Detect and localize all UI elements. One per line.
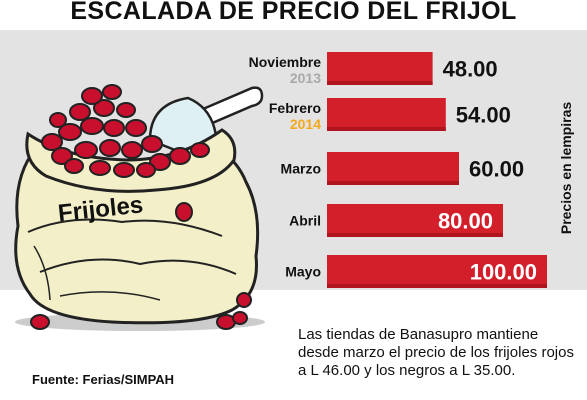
bar-shadow [327,233,503,237]
value-label: 48.00 [443,57,498,82]
source-credit: Fuente: Ferias/SIMPAH [32,372,175,387]
category-label: Marzo [281,161,321,177]
category-label: Mayo [285,264,321,280]
category-label: Noviembre [249,54,322,70]
bar-shadow [327,181,459,185]
bar-noviembre [327,52,433,85]
bar-mayo [327,255,547,288]
bar-abril [327,204,503,237]
year-label: 2014 [290,116,321,132]
y-axis-label: Precios en lempiras [558,101,574,235]
bean-icon [30,292,252,330]
year-label: 2013 [290,70,321,86]
bar-shadow [327,81,433,85]
price-note: Las tiendas de Banasupro mantiene desde … [298,326,574,379]
bar-shadow [327,284,547,288]
bar-marzo [327,152,459,185]
value-label: 60.00 [469,157,524,182]
category-label: Abril [289,213,321,229]
value-label: 80.00 [438,209,493,234]
chart-title: ESCALADA DE PRECIO DEL FRIJOL [70,0,517,25]
category-label: Febrero [269,100,321,116]
value-label: 54.00 [456,103,511,128]
bar-shadow [327,127,446,131]
bar-febrero [327,98,446,131]
scoop-icon [148,86,264,158]
bean-sack-icon: Frijoles [14,84,265,331]
value-label: 100.00 [470,260,537,285]
